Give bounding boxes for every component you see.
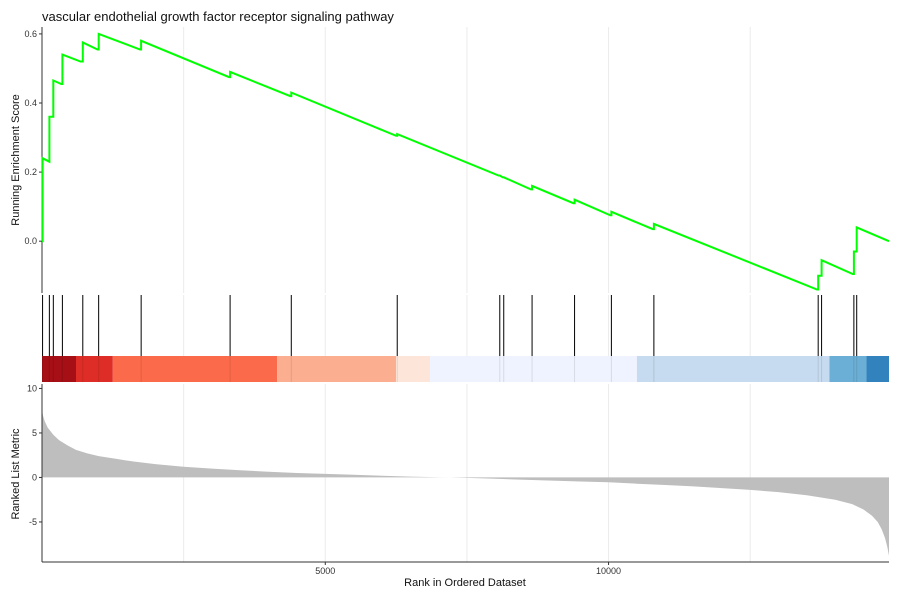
chart-title: vascular endothelial growth factor recep… (42, 9, 394, 24)
top-y-axis-title: Running Enrichment Score (10, 94, 22, 225)
ranked-metric-panel: 10 5 0 -5 5000 10000 (27, 383, 889, 576)
bottom-y-axis-title: Ranked List Metric (10, 428, 22, 520)
y-tick-label: 0 (32, 472, 37, 482)
y-tick-label: 0.0 (24, 236, 37, 246)
y-tick-label: 0.6 (24, 29, 37, 39)
y-tick-label: 5 (32, 428, 37, 438)
heatmap-segment (636, 356, 830, 382)
y-tick-label: 0.4 (24, 98, 37, 108)
x-axis-title: Rank in Ordered Dataset (404, 577, 526, 589)
ranked-metric-area (42, 406, 889, 556)
running-score-panel: 0.0 0.2 0.4 0.6 (24, 27, 890, 293)
heatmap-segment (112, 356, 278, 382)
heatmap-segment (396, 356, 431, 382)
heatmap-segment (277, 356, 397, 382)
x-tick-label: 5000 (315, 566, 335, 576)
heatmap-segment (75, 356, 113, 382)
x-tick-label: 10000 (596, 566, 621, 576)
heatmap-segment (42, 356, 76, 382)
hit-marks-panel (42, 295, 858, 356)
heatmap-segment (866, 356, 889, 382)
heatmap-segment (430, 356, 637, 382)
y-tick-label: 10 (27, 383, 37, 393)
running-score-line (41, 32, 890, 291)
y-tick-label: -5 (29, 517, 37, 527)
heatmap-segment (829, 356, 867, 382)
y-tick-label: 0.2 (24, 167, 37, 177)
rank-heatmap-panel (42, 356, 889, 382)
